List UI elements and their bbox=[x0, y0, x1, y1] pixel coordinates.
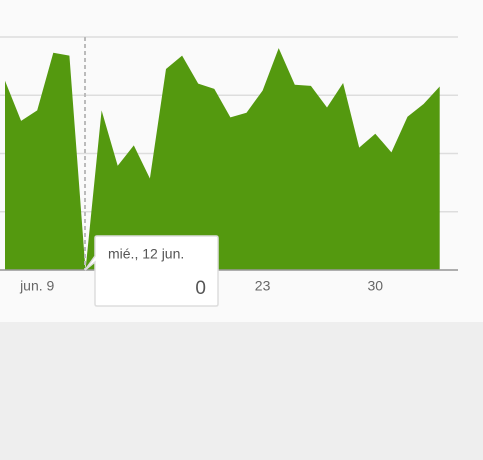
x-tick-label: 23 bbox=[255, 278, 271, 294]
x-tick-label: jun. 9 bbox=[19, 278, 54, 294]
tooltip-box bbox=[84, 235, 219, 307]
tooltip-value: 0 bbox=[195, 278, 206, 299]
tooltip-label: mié., 12 jun. bbox=[108, 246, 184, 262]
area bbox=[5, 48, 440, 270]
plot: jun. 9 23 30 bbox=[0, 36, 458, 294]
tooltip: mié., 12 jun. 0 bbox=[84, 235, 219, 307]
x-tick-label: 30 bbox=[368, 278, 384, 294]
